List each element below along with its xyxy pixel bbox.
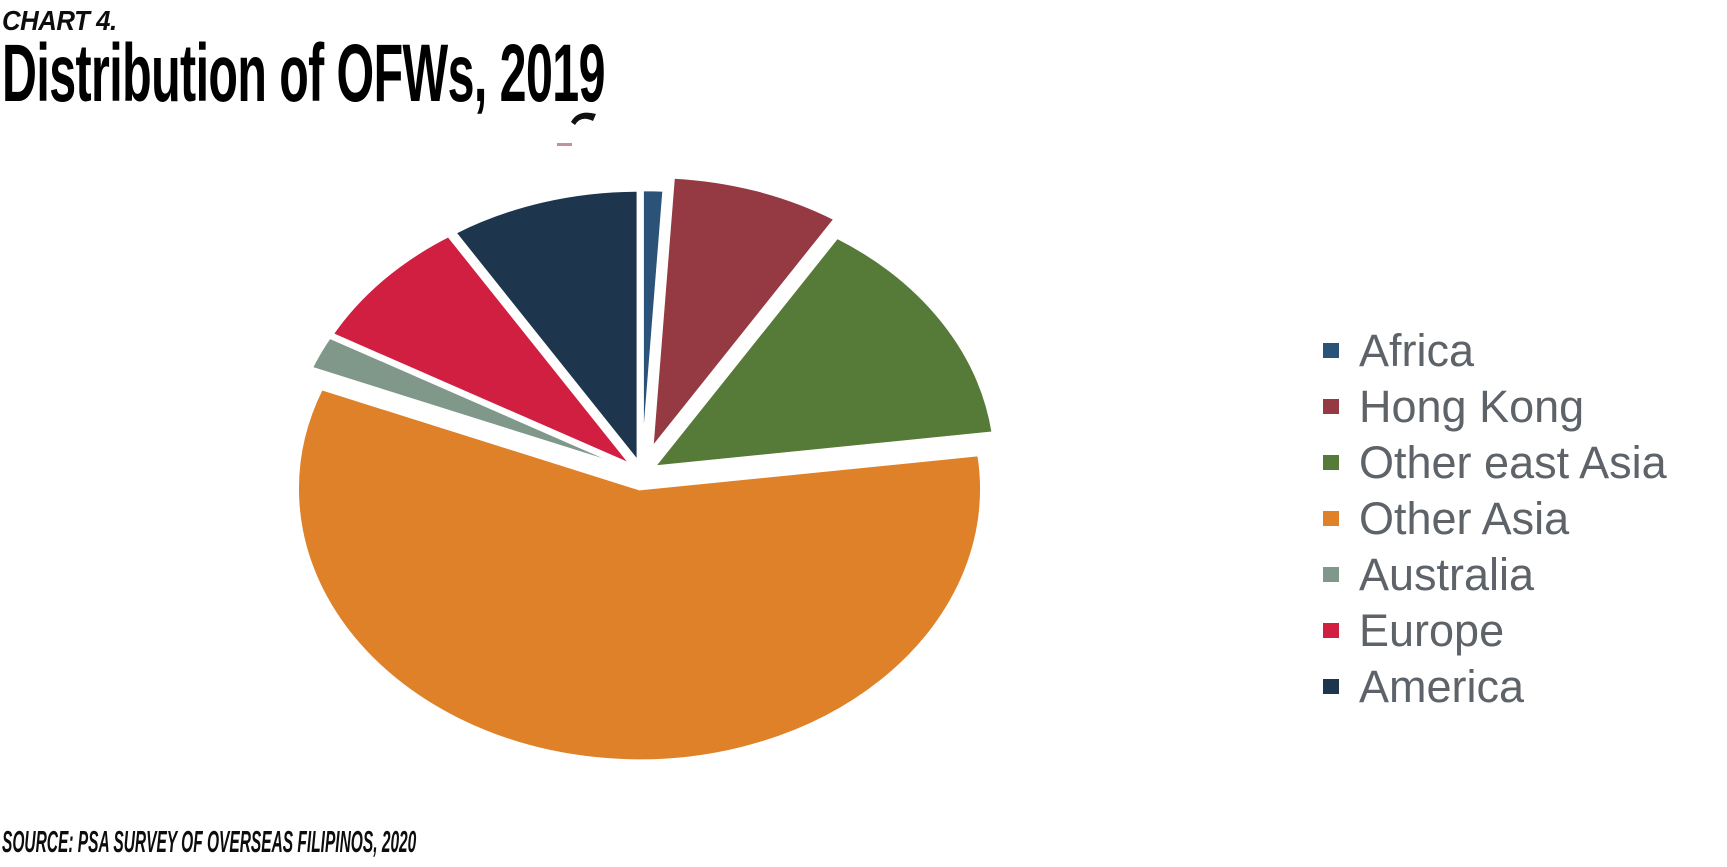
pie-slice-other-east-asia: [650, 235, 995, 469]
legend-label-other-east-asia: Other east Asia: [1359, 436, 1667, 488]
legend-swatch-europe: [1323, 622, 1339, 638]
pie-slices-group: [296, 175, 995, 763]
legend: Africa Hong Kong Other east Asia Other Asia…: [1323, 322, 1667, 714]
stray-dash-artifact: [557, 143, 572, 146]
pie-slice-hong-kong: [650, 175, 838, 454]
chart-number-label: CHART 4.: [2, 5, 117, 36]
legend-item-africa: Africa: [1323, 322, 1667, 378]
pie-slice-australia: [309, 335, 630, 470]
legend-item-other-east-asia: Other east Asia: [1323, 434, 1667, 490]
legend-label-africa: Africa: [1359, 324, 1475, 376]
legend-label-europe: Europe: [1359, 604, 1505, 656]
legend-swatch-africa: [1323, 342, 1339, 358]
legend-label-australia: Australia: [1359, 548, 1535, 600]
legend-swatch-other-east-asia: [1323, 454, 1339, 470]
pie-slice-other-asia: [296, 386, 983, 763]
legend-label-other-asia: Other Asia: [1359, 492, 1570, 544]
legend-swatch-other-asia: [1323, 510, 1339, 526]
legend-item-america: America: [1323, 658, 1667, 714]
source-note: SOURCE: PSA SURVEY OF OVERSEAS FILIPINOS…: [2, 824, 417, 859]
pie-slice-europe: [329, 233, 633, 467]
legend-swatch-america: [1323, 678, 1339, 694]
legend-label-hong-kong: Hong Kong: [1359, 380, 1585, 432]
legend-item-europe: Europe: [1323, 602, 1667, 658]
legend-item-hong-kong: Hong Kong: [1323, 378, 1667, 434]
legend-swatch-hong-kong: [1323, 398, 1339, 414]
pie-slice-america: [452, 188, 640, 467]
legend-item-australia: Australia: [1323, 546, 1667, 602]
page-title: Distribution of OFWs, 2019: [2, 28, 605, 119]
pie-slice-africa: [640, 188, 666, 462]
legend-item-other-asia: Other Asia: [1323, 490, 1667, 546]
legend-label-america: America: [1359, 660, 1525, 712]
legend-swatch-australia: [1323, 566, 1339, 582]
stray-mark-artifact: [571, 112, 596, 125]
